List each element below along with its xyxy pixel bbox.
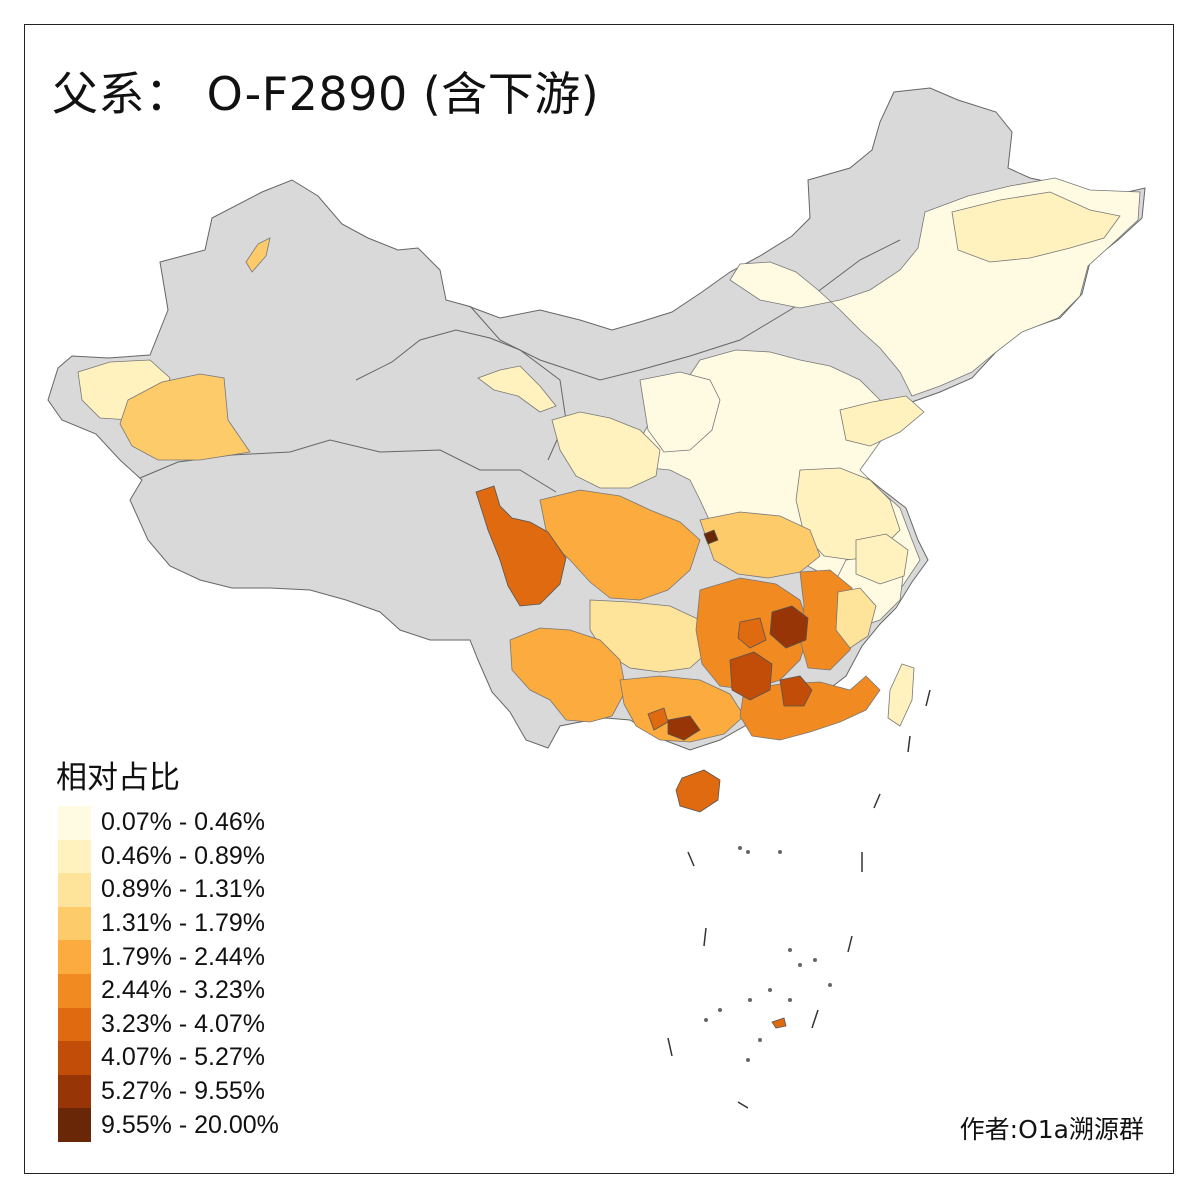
legend-label: 0.46% - 0.89% [101, 841, 265, 870]
region-hexi-corridor [477, 365, 557, 413]
legend-label: 2.44% - 3.23% [101, 976, 265, 1005]
legend-item: 1.31% - 1.79% [58, 906, 279, 941]
region-hunan-south [729, 651, 773, 701]
legend-swatch [58, 973, 91, 1008]
region-islands [771, 1017, 787, 1029]
legend-item: 0.46% - 0.89% [58, 839, 279, 874]
legend-item: 0.07% - 0.46% [58, 806, 279, 840]
region-south-xinjiang [119, 373, 251, 461]
high-share-regions [475, 485, 813, 1029]
legend-swatch [58, 1007, 91, 1042]
map-frame [24, 24, 1174, 1174]
legend-item: 2.44% - 3.23% [58, 973, 279, 1008]
region-guangdong-north [779, 675, 813, 707]
legend-swatch [58, 906, 91, 941]
region-hebei-shanxi [639, 371, 721, 453]
legend-swatch [58, 940, 91, 974]
region-qinghai-divider [355, 329, 567, 461]
map-title: 父系： O-F2890 (含下游) [52, 67, 600, 121]
legend-label: 1.31% - 1.79% [101, 909, 265, 938]
legend-item: 0.89% - 1.31% [58, 873, 279, 907]
region-guangxi-south [667, 715, 701, 741]
region-hainan [675, 769, 721, 813]
legend-label: 0.89% - 1.31% [101, 875, 265, 904]
region-hunan-east [737, 617, 767, 649]
region-guangdong [739, 675, 881, 741]
legend-swatch [58, 1108, 91, 1142]
legend-label: 9.55% - 20.00% [101, 1110, 279, 1139]
legend-label: 1.79% - 2.44% [101, 942, 265, 971]
legend-label: 3.23% - 4.07% [101, 1009, 265, 1038]
mid-share-regions [119, 373, 909, 743]
region-sichuan-east [539, 489, 701, 601]
legend-swatch [58, 873, 91, 907]
region-shandong [839, 395, 925, 447]
region-ili [245, 237, 271, 273]
south-china-sea-dashes [667, 689, 931, 1109]
region-gansu-ningxia [551, 411, 661, 489]
region-fujian-inland [835, 587, 877, 649]
region-west-sichuan [475, 485, 567, 607]
region-west-guangdong [647, 707, 669, 731]
author-credit: 作者:O1a溯源群 [959, 1115, 1144, 1144]
legend-swatch [58, 806, 91, 840]
legend-swatch [58, 1074, 91, 1109]
region-jiangxi-south [769, 605, 809, 649]
region-chongqing-hotspot [703, 529, 719, 545]
legend: 0.07% - 0.46% 0.46% - 0.89% 0.89% - 1.31… [58, 806, 279, 1142]
legend-item: 9.55% - 20.00% [58, 1108, 279, 1142]
region-guangxi [619, 675, 745, 743]
region-yunnan [509, 627, 627, 723]
scattered-islands [704, 846, 832, 1062]
region-hubei [699, 511, 821, 579]
legend-label: 0.07% - 0.46% [101, 808, 265, 837]
legend-label: 5.27% - 9.55% [101, 1077, 265, 1106]
legend-title: 相对占比 [56, 760, 180, 796]
region-heilongjiang-band [951, 191, 1121, 263]
legend-item: 1.79% - 2.44% [58, 940, 279, 974]
legend-label: 4.07% - 5.27% [101, 1043, 265, 1072]
legend-item: 3.23% - 4.07% [58, 1007, 279, 1042]
legend-swatch [58, 839, 91, 874]
region-zhejiang [855, 533, 909, 585]
legend-item: 5.27% - 9.55% [58, 1074, 279, 1109]
region-taiwan [887, 663, 915, 727]
region-inner-mongolia-divider [469, 239, 901, 381]
legend-swatch [58, 1041, 91, 1075]
legend-item: 4.07% - 5.27% [58, 1041, 279, 1075]
